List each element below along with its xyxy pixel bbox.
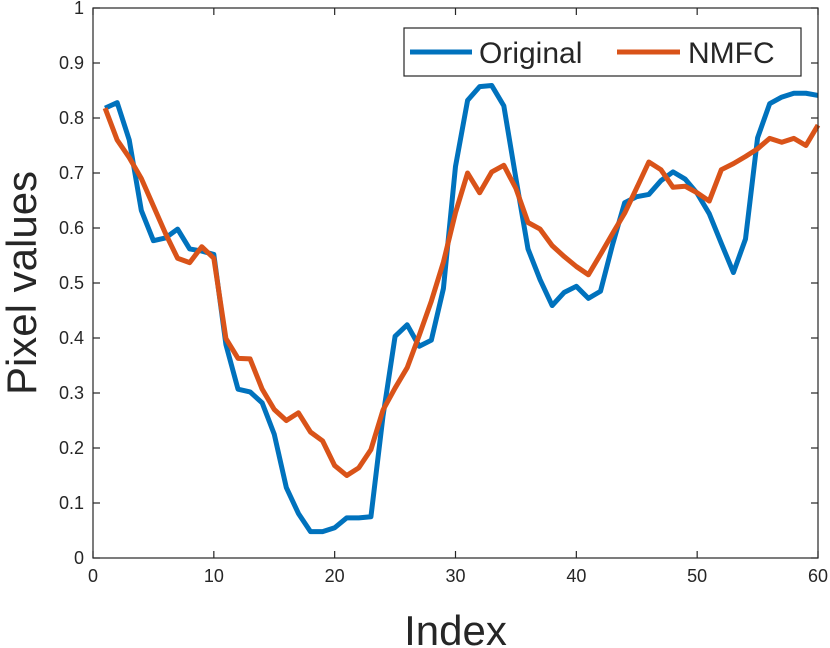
y-tick-label: 0.7 xyxy=(59,163,84,183)
x-tick-label: 30 xyxy=(445,566,465,586)
y-tick-label: 0 xyxy=(74,548,84,568)
y-tick-label: 0.2 xyxy=(59,438,84,458)
plot-area-box xyxy=(92,7,819,559)
y-tick-label: 0.5 xyxy=(59,273,84,293)
legend-label-nmfc: NMFC xyxy=(688,37,775,70)
x-tick-label: 0 xyxy=(88,566,98,586)
y-tick-label: 0.9 xyxy=(59,53,84,73)
series-line-original xyxy=(104,83,819,535)
x-tick-label: 40 xyxy=(566,566,586,586)
axis-ticks: 0 10 20 30 40 50 60 0 0.1 0.2 0.3 0.4 0.5 0.6 0.7 0.8 0.… xyxy=(59,0,828,586)
y-tick-label: 0.4 xyxy=(59,328,84,348)
x-tick-label: 10 xyxy=(204,566,224,586)
legend-label-original: Original xyxy=(479,37,582,70)
y-tick-label: 0.8 xyxy=(59,108,84,128)
y-axis-title: Pixel values xyxy=(0,171,45,395)
series-lines xyxy=(102,83,821,535)
y-tick-label: 0.6 xyxy=(59,218,84,238)
x-tick-label: 20 xyxy=(325,566,345,586)
y-tick-label: 0.3 xyxy=(59,383,84,403)
y-tick-label: 1 xyxy=(74,0,84,18)
x-axis-title: Index xyxy=(404,607,507,648)
series-line-nmfc xyxy=(102,107,821,478)
y-tick-label: 0.1 xyxy=(59,493,84,513)
x-tick-label: 60 xyxy=(808,566,828,586)
x-tick-label: 50 xyxy=(687,566,707,586)
legend: Original NMFC xyxy=(403,27,802,77)
